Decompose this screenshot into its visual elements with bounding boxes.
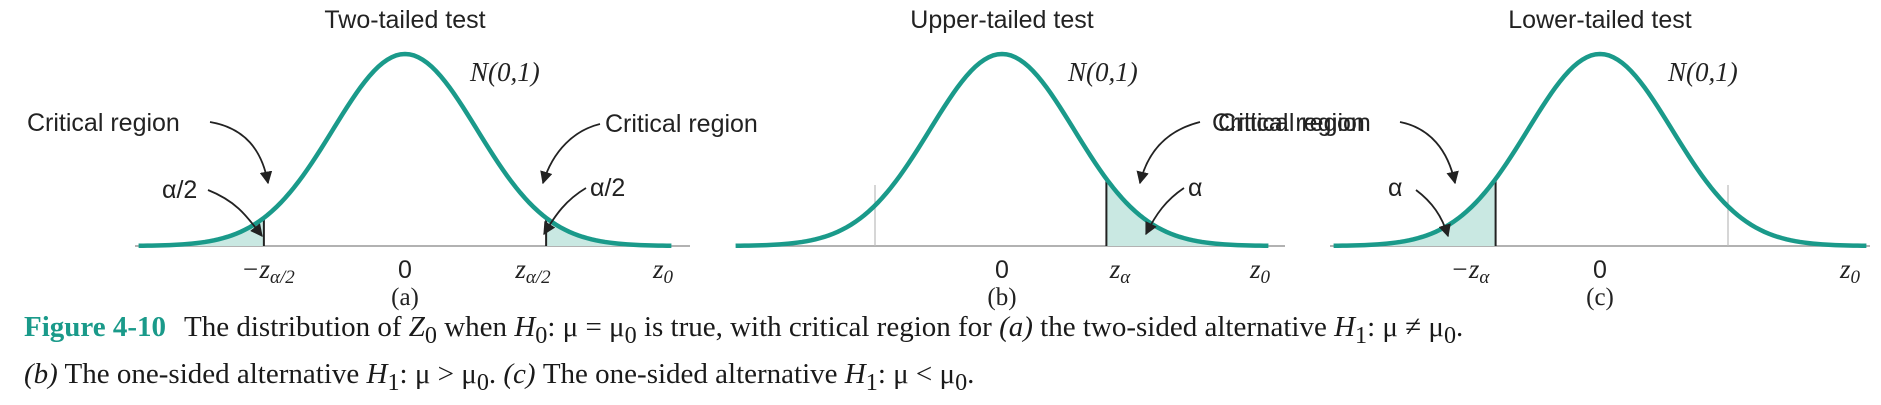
caption-line-1: Figure 4-10 The distribution of Z0 when H… — [24, 311, 1464, 349]
tick-label-zero: 0 — [1593, 256, 1607, 284]
critical-region-right-fill — [546, 217, 672, 246]
critical-region-label-right: Critical region — [605, 110, 758, 138]
normal-curve — [1333, 51, 1867, 249]
alpha-label-right: α/2 — [590, 174, 625, 202]
panel-title: Lower-tailed test — [1508, 6, 1691, 34]
tick-label-right: zα/2 — [514, 254, 551, 288]
dist-label: N(0,1) — [1667, 57, 1738, 87]
panel-lower-tailed: Lower-tailed test N(0,1) Critical region… — [1212, 6, 1870, 311]
critical-region-label-left: Critical region — [27, 109, 180, 137]
callout-arrow — [207, 189, 263, 237]
callout-arrow — [1145, 187, 1185, 236]
alpha-label-left: α — [1388, 174, 1402, 202]
tick-label-zero: 0 — [398, 256, 412, 284]
panel-letter: (a) — [391, 284, 419, 311]
callout-arrow — [1136, 121, 1201, 185]
panel-title: Upper-tailed test — [910, 6, 1093, 34]
tick-label-zero: 0 — [995, 256, 1009, 284]
alpha-label-left: α/2 — [162, 176, 197, 204]
callout-arrow — [1415, 189, 1451, 238]
normal-curve — [138, 51, 672, 249]
axis-label: z0 — [652, 254, 674, 288]
axis-label: z0 — [1249, 254, 1271, 288]
callout-arrow — [543, 187, 587, 236]
critical-region-label-left: Critical region — [1212, 109, 1365, 137]
panel-letter: (c) — [1586, 284, 1614, 311]
tick-label-right: zα — [1109, 254, 1132, 288]
alpha-label-right: α — [1188, 174, 1202, 202]
normal-curve — [735, 51, 1269, 249]
dist-label: N(0,1) — [469, 57, 540, 87]
callout-arrow — [1399, 121, 1459, 185]
figure-caption: Figure 4-10 The distribution of Z0 when H… — [24, 308, 1874, 402]
critical-region-label-right: Critical region — [1218, 109, 1371, 137]
critical-region-left-fill — [1333, 178, 1496, 246]
panel-title: Two-tailed test — [324, 6, 485, 34]
critical-region-left-fill — [138, 217, 264, 246]
caption-line-2: (b) The one-sided alternative H1: μ > μ0… — [24, 357, 975, 396]
tick-label-left: −zα/2 — [241, 254, 295, 288]
tick-label-left: −zα — [1451, 254, 1491, 288]
panel-upper-tailed: Upper-tailed test N(0,1) Critical region… — [735, 6, 1371, 311]
panel-two-tailed: Two-tailed test N(0,1) Critical region α… — [27, 6, 758, 311]
axis-label: z0 — [1839, 254, 1861, 288]
panel-letter: (b) — [987, 284, 1016, 311]
dist-label: N(0,1) — [1067, 57, 1138, 87]
figure-label: Figure 4-10 — [24, 311, 167, 343]
callout-arrow — [209, 121, 273, 185]
callout-arrow — [540, 123, 601, 185]
